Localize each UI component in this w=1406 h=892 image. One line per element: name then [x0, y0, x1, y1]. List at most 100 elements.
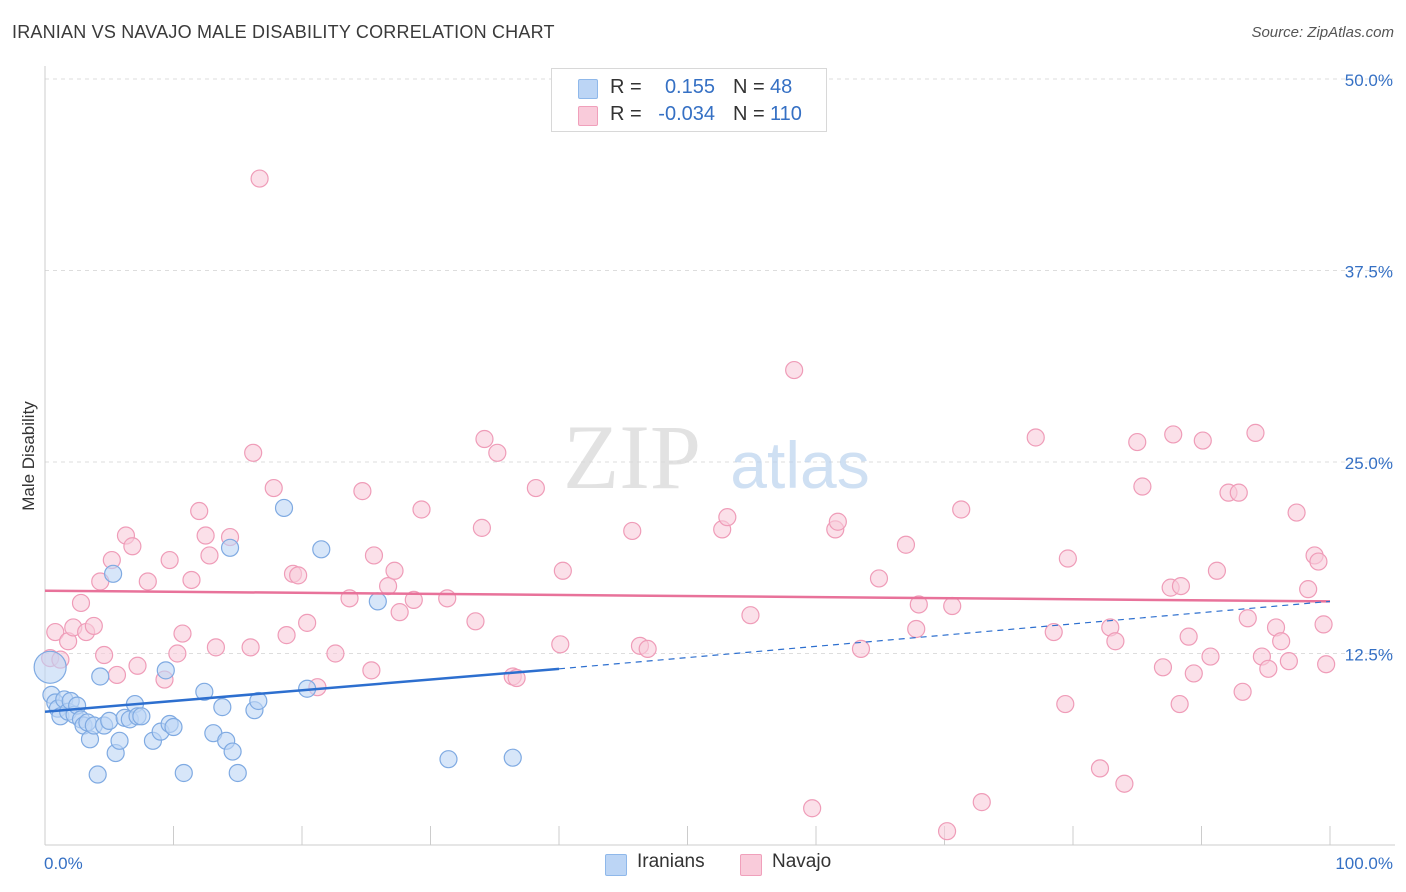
navajo-point	[289, 566, 308, 585]
navajo-point	[1171, 576, 1191, 596]
iranians-trend-line	[44, 667, 560, 713]
navajo-point	[1233, 682, 1252, 701]
x-tick-label: 0.0%	[44, 854, 83, 873]
navajo-point	[937, 822, 957, 841]
navajo-point	[1058, 549, 1077, 568]
grid-lines	[45, 78, 1395, 654]
iranians-point	[213, 698, 232, 717]
legend: R = 0.155 N = 48 R = -0.034 N = 110	[551, 68, 827, 132]
legend-row-navajo: R = -0.034 N = 110	[552, 102, 826, 128]
navajo-point	[1090, 759, 1110, 778]
navajo-point	[1056, 694, 1075, 714]
navajo-point	[378, 576, 398, 596]
navajo-point	[952, 500, 971, 519]
navajo-point	[277, 626, 296, 645]
iranians-point	[439, 750, 458, 769]
iranians-point	[100, 711, 119, 731]
navajo-point	[466, 612, 485, 631]
navajo-point	[46, 622, 65, 642]
navajo-point	[128, 656, 147, 675]
navajo-point	[972, 793, 991, 812]
navajo-point	[206, 638, 226, 657]
watermark-zip: ZIP	[563, 406, 701, 508]
navajo-point	[1299, 580, 1318, 599]
navajo-point	[1133, 477, 1152, 496]
bottom-legend-swatch-navajo	[740, 854, 762, 876]
navajo-point	[907, 619, 926, 639]
y-tick-label: 12.5%	[1345, 646, 1393, 665]
navajo-point	[1259, 659, 1278, 678]
bottom-legend-label-iranians: Iranians	[637, 851, 705, 872]
bottom-legend-label-navajo: Navajo	[772, 851, 832, 872]
iranians-point	[274, 498, 294, 518]
navajo-point	[173, 624, 192, 643]
iranians-point	[156, 661, 175, 680]
navajo-point	[404, 590, 423, 609]
axes	[44, 66, 1395, 846]
navajo-point	[943, 596, 962, 616]
trend-lines	[44, 589, 1331, 713]
navajo-point	[196, 526, 215, 545]
x-tick-label: 100.0%	[1335, 854, 1393, 873]
navajo-point	[353, 482, 372, 501]
y-tick-label: 25.0%	[1345, 454, 1393, 473]
navajo-point	[95, 645, 114, 665]
navajo-point	[488, 443, 507, 462]
navajo-point	[298, 613, 317, 632]
navajo-point	[1309, 552, 1328, 571]
navajo-point	[1170, 694, 1189, 714]
navajo-point	[1164, 425, 1183, 444]
navajo-point	[1207, 561, 1227, 580]
iranians-point	[220, 538, 240, 557]
navajo-point	[1246, 423, 1265, 442]
navajo-point	[803, 799, 822, 818]
navajo-point	[1044, 622, 1063, 642]
navajo-point	[741, 606, 760, 625]
navajo-point	[828, 512, 847, 531]
iranians-trend-extension	[558, 600, 1331, 670]
y-tick-label: 37.5%	[1345, 263, 1393, 282]
navajo-point	[1201, 647, 1220, 666]
navajo-point	[326, 644, 345, 663]
iranians-point	[503, 748, 522, 767]
iranians-point	[249, 691, 268, 711]
bottom-legend-swatch-iranians	[605, 854, 627, 876]
navajo-point	[71, 593, 91, 613]
navajo-point	[1184, 664, 1203, 683]
navajo-point	[1272, 632, 1291, 651]
navajo-point	[623, 521, 642, 541]
navajo-point	[526, 478, 545, 498]
navajo-point	[438, 589, 457, 608]
navajo-point	[472, 518, 491, 537]
navajo-point	[160, 550, 179, 570]
iranians-point	[195, 682, 214, 701]
iranians-point	[312, 540, 331, 559]
navajo-series	[41, 169, 1336, 841]
legend-n-value: 110	[770, 103, 802, 125]
navajo-point	[1238, 609, 1257, 628]
iranians-point	[33, 650, 67, 684]
navajo-point	[1026, 428, 1045, 447]
navajo-point	[1128, 432, 1147, 452]
iranians-point	[91, 667, 110, 686]
navajo-point	[244, 443, 263, 462]
iranians-point	[132, 707, 151, 726]
legend-swatch-iranians	[578, 79, 598, 99]
navajo-point	[84, 616, 103, 636]
navajo-point	[1106, 632, 1125, 651]
navajo-point	[1179, 627, 1198, 646]
navajo-point	[851, 639, 871, 659]
navajo-point	[1287, 503, 1306, 522]
legend-r-label: R =	[610, 76, 642, 98]
navajo-point	[551, 635, 570, 654]
navajo-trend-line	[44, 589, 1331, 603]
tick-labels: 12.5% 25.0% 37.5% 50.0% 0.0% 100.0%	[44, 71, 1393, 873]
iranians-point	[228, 763, 247, 783]
navajo-point	[138, 572, 157, 591]
navajo-point	[1314, 615, 1333, 634]
navajo-point	[412, 500, 431, 519]
navajo-point	[390, 603, 409, 622]
iranians-point	[104, 564, 123, 583]
y-tick-label: 50.0%	[1345, 71, 1393, 90]
navajo-point	[168, 644, 187, 663]
